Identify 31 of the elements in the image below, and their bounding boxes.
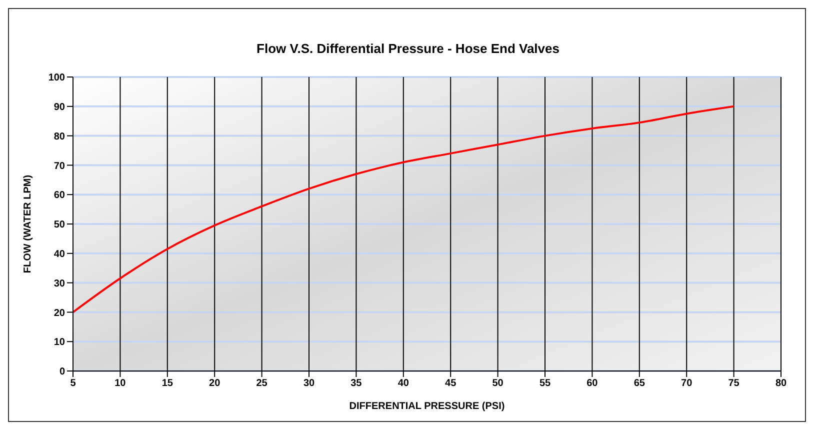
y-tick-label: 100 bbox=[48, 72, 66, 84]
y-axis-title: FLOW (WATER LPM) bbox=[22, 174, 34, 274]
x-tick-label: 10 bbox=[114, 378, 126, 390]
y-tick-label: 60 bbox=[54, 190, 66, 202]
y-tick-label: 30 bbox=[54, 278, 66, 290]
y-tick-label: 0 bbox=[59, 366, 66, 378]
line-series bbox=[73, 105, 735, 314]
x-tick-label: 20 bbox=[209, 378, 221, 390]
y-tick-label: 40 bbox=[54, 248, 66, 260]
x-tick-label: 65 bbox=[634, 378, 646, 390]
y-tick-label: 50 bbox=[54, 220, 66, 231]
y-tick-label: 80 bbox=[54, 131, 66, 142]
x-tick-label: 75 bbox=[728, 378, 740, 390]
x-tick-label: 5 bbox=[70, 378, 76, 390]
y-tick-label: 10 bbox=[54, 337, 66, 348]
chart-title: Flow V.S. Differential Pressure - Hose End Valves bbox=[256, 41, 560, 56]
y-tick-label: 70 bbox=[54, 160, 66, 172]
x-tick-label: 35 bbox=[350, 378, 362, 390]
x-tick-label: 25 bbox=[256, 378, 268, 390]
x-tick-label: 60 bbox=[586, 378, 598, 390]
x-tick-label: 50 bbox=[492, 378, 504, 390]
x-tick-label: 45 bbox=[445, 378, 457, 390]
y-tick-label: 90 bbox=[54, 102, 66, 113]
x-tick-label: 30 bbox=[303, 378, 315, 390]
x-tick-label: 15 bbox=[162, 378, 174, 390]
x-tick-label: 80 bbox=[775, 378, 787, 390]
x-axis-title: DIFFERENTIAL PRESSURE (PSI) bbox=[349, 401, 505, 412]
x-tick-label: 70 bbox=[681, 378, 693, 390]
y-tick-label: 20 bbox=[54, 308, 66, 319]
x-tick-label: 55 bbox=[539, 378, 551, 390]
x-tick-label: 40 bbox=[398, 378, 410, 390]
